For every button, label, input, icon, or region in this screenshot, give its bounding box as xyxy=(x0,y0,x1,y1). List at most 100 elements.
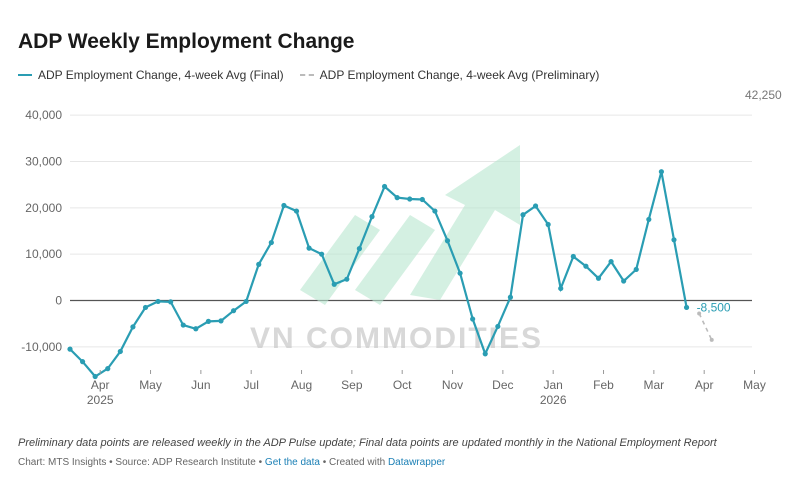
data-point-final xyxy=(369,214,375,220)
y-tick-label: 10,000 xyxy=(25,247,62,261)
data-point-final xyxy=(130,324,136,330)
legend-label-preliminary: ADP Employment Change, 4-week Avg (Preli… xyxy=(319,68,600,82)
end-label-final: -8,500 xyxy=(697,300,731,314)
x-tick-label: Dec xyxy=(492,378,513,392)
x-tick-label: Nov xyxy=(442,378,463,392)
data-point-final xyxy=(507,294,514,300)
watermark-arrow-shape xyxy=(300,215,380,305)
credit-line: Chart: MTS Insights • Source: ADP Resear… xyxy=(18,457,445,468)
data-point-final xyxy=(608,258,614,265)
data-point-final xyxy=(570,253,576,260)
data-point-final xyxy=(293,208,300,214)
data-point-final xyxy=(79,359,86,365)
data-point-final xyxy=(218,318,224,324)
x-tick-label: Apr xyxy=(695,378,714,392)
x-tick-label: Aug xyxy=(291,378,312,392)
data-point-final xyxy=(394,195,400,201)
data-point-final xyxy=(545,221,551,228)
data-point-final xyxy=(331,281,337,287)
footnote: Preliminary data points are released wee… xyxy=(18,437,717,449)
data-point-final xyxy=(142,304,149,311)
watermark-arrow-shape xyxy=(355,215,435,305)
data-point-final xyxy=(243,298,249,305)
data-point-final xyxy=(495,323,501,330)
watermark-layer: VN COMMODITIES xyxy=(250,145,541,355)
x-tick-label: Jun xyxy=(191,378,210,392)
x-tick-label: Feb xyxy=(593,378,614,392)
x-tick-label: Oct xyxy=(393,378,412,392)
legend-item-preliminary: ADP Employment Change, 4-week Avg (Preli… xyxy=(299,68,600,82)
x-tick-label: Jul xyxy=(244,378,259,392)
data-point-final xyxy=(432,208,438,214)
legend-label-final: ADP Employment Change, 4-week Avg (Final… xyxy=(38,68,284,82)
data-point-final xyxy=(595,275,602,281)
x-tick-label: May xyxy=(139,378,162,392)
y-tick-label: 20,000 xyxy=(25,201,62,215)
end-label-preliminary: 42,250 xyxy=(745,88,782,102)
grid-layer xyxy=(70,114,752,348)
data-point-final xyxy=(256,261,262,267)
data-point-final xyxy=(356,246,363,252)
axis-layer: -10,000010,00020,00030,00040,000Apr2025M… xyxy=(21,108,766,407)
series-line-final xyxy=(69,171,688,378)
data-point-final xyxy=(419,196,425,203)
data-point-final xyxy=(180,322,186,328)
data-point-final xyxy=(482,351,488,357)
y-tick-label: -10,000 xyxy=(21,340,62,354)
data-point-final xyxy=(268,239,274,246)
data-point-final xyxy=(92,373,98,380)
credit-mid: • Created with xyxy=(319,457,388,468)
data-point-final xyxy=(105,366,111,372)
data-point-final xyxy=(155,298,161,305)
y-tick-label: 30,000 xyxy=(25,155,62,169)
x-tick-label: Sep xyxy=(341,378,363,392)
chart-title: ADP Weekly Employment Change xyxy=(18,30,355,53)
data-point-final xyxy=(117,348,123,355)
data-point-final xyxy=(444,238,451,244)
legend-swatch-final xyxy=(18,74,32,76)
legend: ADP Employment Change, 4-week Avg (Final… xyxy=(18,68,599,82)
data-point-final xyxy=(633,266,639,273)
data-point-final xyxy=(205,318,212,324)
watermark-arrow-shape xyxy=(410,145,520,300)
series-layer: -8,500 42,250 xyxy=(67,88,782,380)
get-data-link[interactable]: Get the data xyxy=(264,457,320,468)
data-point-final xyxy=(558,285,564,292)
data-point-final xyxy=(646,216,652,223)
data-point-final xyxy=(470,316,476,322)
data-point-final xyxy=(683,304,690,311)
data-point-final xyxy=(67,346,73,352)
data-point-final xyxy=(193,326,199,332)
y-tick-label: 40,000 xyxy=(25,108,62,122)
legend-item-final: ADP Employment Change, 4-week Avg (Final… xyxy=(18,68,284,82)
legend-swatch-preliminary xyxy=(299,74,314,76)
x-tick-label: Mar xyxy=(644,378,665,392)
x-tick-year-label: 2025 xyxy=(87,393,114,407)
data-point-final xyxy=(319,251,325,257)
y-tick-label: 0 xyxy=(55,294,62,308)
data-point-preliminary xyxy=(709,337,714,342)
data-point-final xyxy=(230,308,237,314)
data-point-final xyxy=(621,278,627,284)
data-point-final xyxy=(306,245,312,251)
x-tick-label: May xyxy=(743,378,766,392)
data-point-preliminary xyxy=(697,311,702,316)
data-point-final xyxy=(532,203,539,209)
credit-prefix: Chart: MTS Insights • Source: ADP Resear… xyxy=(18,457,265,468)
x-tick-label: Jan xyxy=(544,378,563,392)
data-point-final xyxy=(407,196,413,202)
x-tick-year-label: 2026 xyxy=(540,393,567,407)
series-line-preliminary xyxy=(698,313,713,341)
data-point-final xyxy=(583,263,589,269)
data-point-final xyxy=(281,202,287,209)
x-tick-label: Apr xyxy=(91,378,110,392)
data-point-final xyxy=(381,183,388,190)
data-point-final xyxy=(671,237,677,243)
data-point-final xyxy=(658,169,665,175)
data-point-final xyxy=(457,270,463,276)
data-point-final xyxy=(344,276,350,282)
datawrapper-link[interactable]: Datawrapper xyxy=(387,457,446,468)
data-point-final xyxy=(520,212,526,218)
data-point-final xyxy=(168,299,174,305)
